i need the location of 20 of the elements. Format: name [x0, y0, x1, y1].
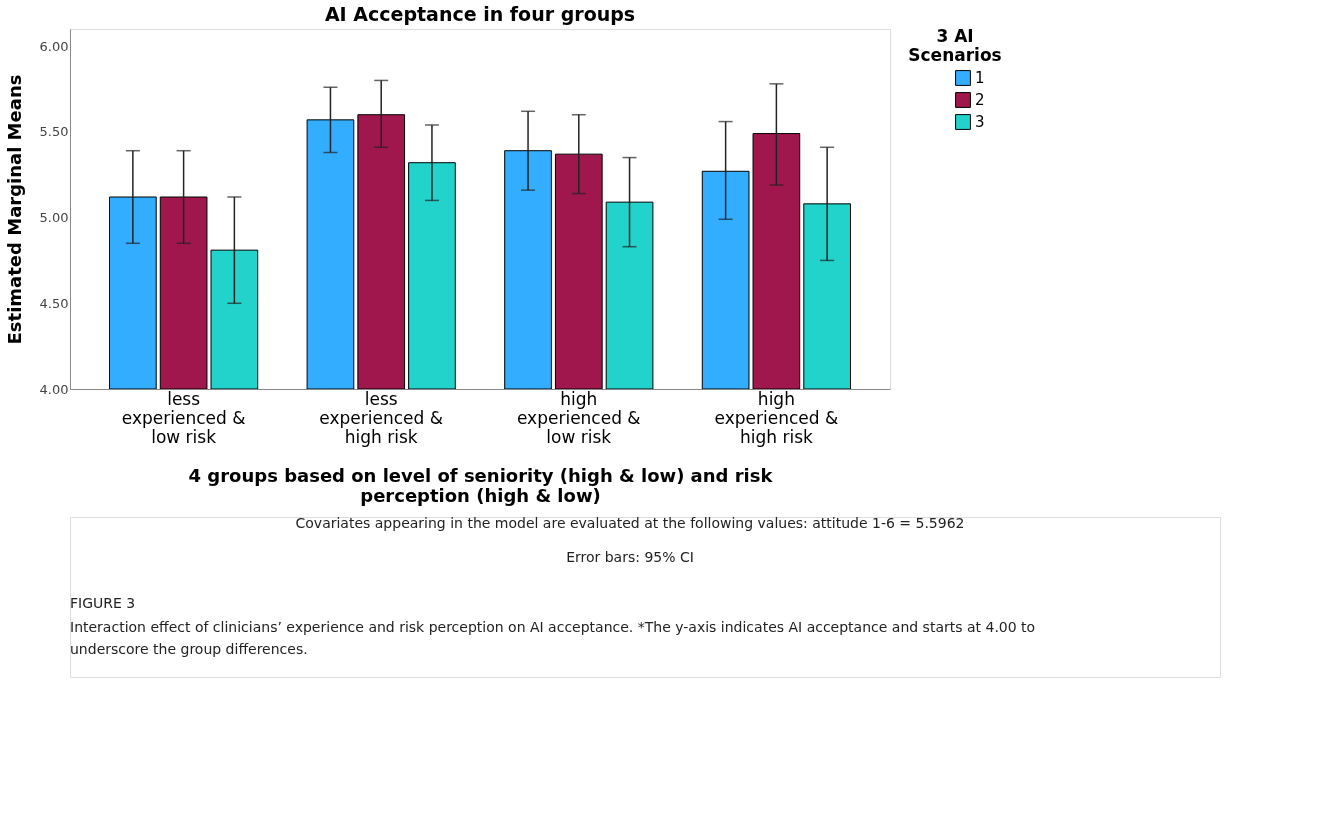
y-tick-label: 5.00 — [39, 210, 69, 226]
text: Interaction effect of clinicians’ experience and risk perception on AI acceptance. *The y-axis indicates AI acceptance and starts at 4.00 to underscore the group differences. — [70, 619, 1036, 657]
legend-label: 1 — [975, 69, 985, 87]
y-tick-label: 6.00 — [39, 38, 69, 54]
text: Covariates appearing in the model are evaluated at the following values: attitude 1-6 = 5.5962 — [295, 515, 965, 531]
x-tick-label: high experienced & low risk — [516, 388, 641, 447]
legend-label: 3 — [975, 113, 985, 131]
text: Error bars: 95% CI — [566, 549, 694, 565]
x-axis-title: 4 groups based on level of seniority (high & low) and risk perception (high & low) — [188, 464, 774, 506]
y-tick-label: 4.50 — [39, 295, 69, 311]
y-tick-label: 4.00 — [39, 381, 69, 397]
x-tick-label: less experienced & high risk — [319, 388, 444, 447]
x-tick-label: less experienced & low risk — [121, 388, 246, 447]
caption: FIGURE 3 — [70, 595, 136, 611]
legend-label: 2 — [975, 91, 985, 109]
legend-title: 3 AI Scenarios — [908, 26, 1002, 65]
y-tick-label: 5.50 — [39, 124, 69, 140]
chart-title: AI Acceptance in four groups — [324, 3, 636, 25]
x-tick-label: high experienced & high risk — [714, 388, 839, 447]
y-axis-title: Estimated Marginal Means — [3, 74, 25, 345]
